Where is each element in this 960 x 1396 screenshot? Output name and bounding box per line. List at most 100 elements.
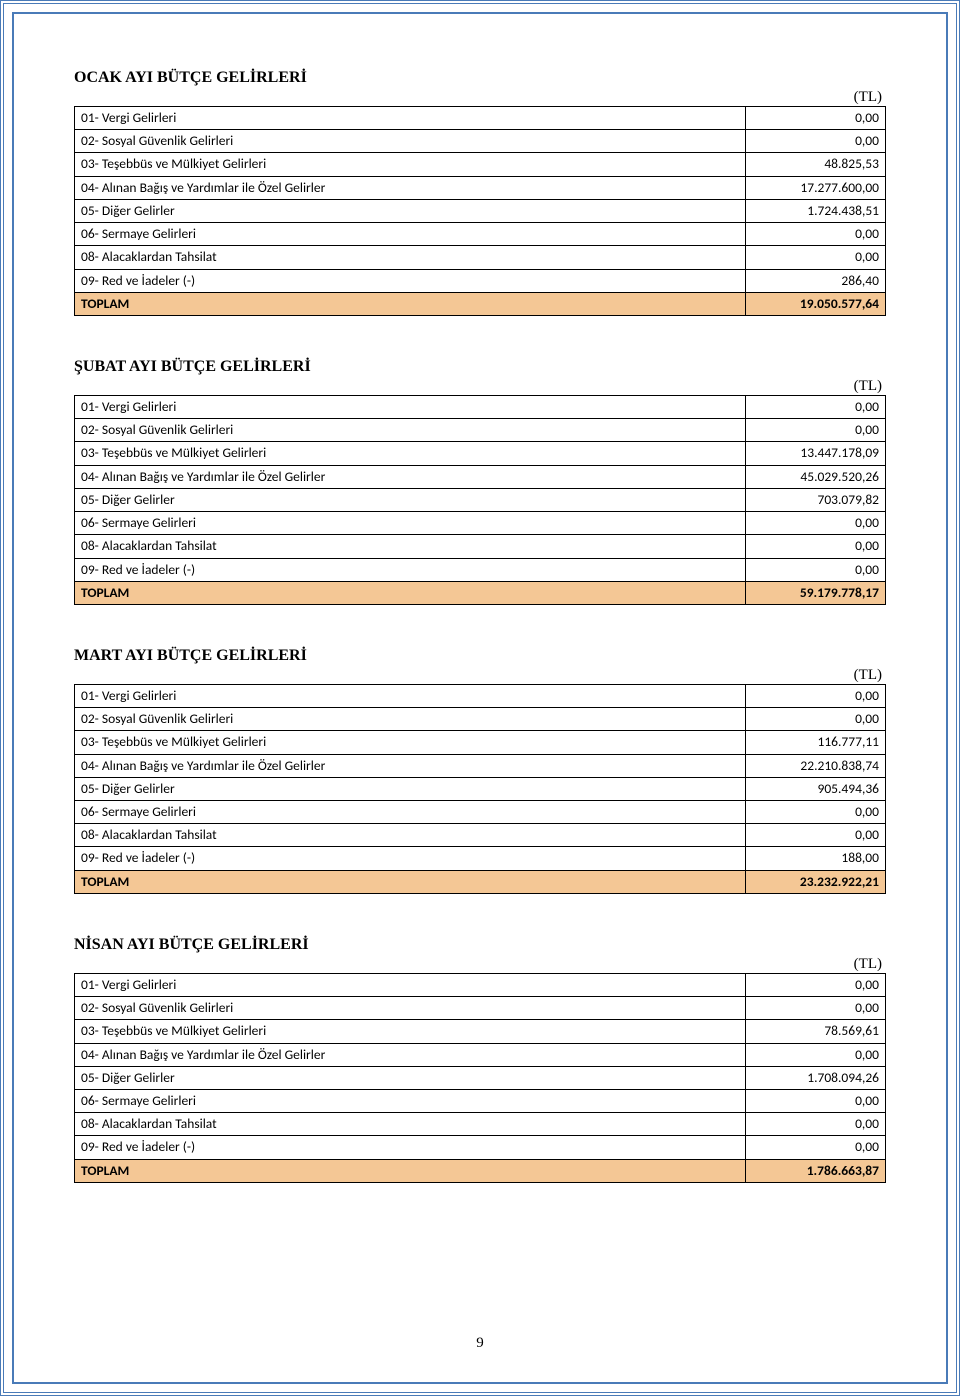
- row-label: 01- Vergi Gelirleri: [75, 684, 746, 707]
- row-label: 01- Vergi Gelirleri: [75, 395, 746, 418]
- table-total-row: TOPLAM23.232.922,21: [75, 870, 886, 893]
- row-value: 48.825,53: [746, 153, 886, 176]
- table-row: 01- Vergi Gelirleri0,00: [75, 973, 886, 996]
- row-value: 1.786.663,87: [746, 1159, 886, 1182]
- row-value: 59.179.778,17: [746, 581, 886, 604]
- row-label: 09- Red ve İadeler (-): [75, 558, 746, 581]
- table-row: 03- Teşebbüs ve Mülkiyet Gelirleri48.825…: [75, 153, 886, 176]
- row-value: 19.050.577,64: [746, 292, 886, 315]
- table-row: 05- Diğer Gelirler1.724.438,51: [75, 199, 886, 222]
- row-label: 02- Sosyal Güvenlik Gelirleri: [75, 708, 746, 731]
- row-value: 0,00: [746, 535, 886, 558]
- row-value: 1.724.438,51: [746, 199, 886, 222]
- row-value: 17.277.600,00: [746, 176, 886, 199]
- row-value: 1.708.094,26: [746, 1066, 886, 1089]
- page-frame-outer: OCAK AYI BÜTÇE GELİRLERİ (TL) 01- Vergi …: [0, 0, 960, 1396]
- table-row: 08- Alacaklardan Tahsilat0,00: [75, 824, 886, 847]
- budget-section-nisan: NİSAN AYI BÜTÇE GELİRLERİ (TL) 01- Vergi…: [74, 936, 886, 1183]
- table-row: 02- Sosyal Güvenlik Gelirleri0,00: [75, 708, 886, 731]
- row-label: 01- Vergi Gelirleri: [75, 973, 746, 996]
- row-label: 03- Teşebbüs ve Mülkiyet Gelirleri: [75, 731, 746, 754]
- table-total-row: TOPLAM59.179.778,17: [75, 581, 886, 604]
- table-row: 08- Alacaklardan Tahsilat0,00: [75, 535, 886, 558]
- row-value: 13.447.178,09: [746, 442, 886, 465]
- row-value: 0,00: [746, 973, 886, 996]
- row-value: 0,00: [746, 130, 886, 153]
- row-label: 06- Sermaye Gelirleri: [75, 801, 746, 824]
- budget-table: 01- Vergi Gelirleri 0,00 02- Sosyal Güven…: [74, 684, 886, 894]
- table-row: 08- Alacaklardan Tahsilat0,00: [75, 1113, 886, 1136]
- row-label: 08- Alacaklardan Tahsilat: [75, 246, 746, 269]
- row-label: 04- Alınan Bağış ve Yardımlar ile Özel G…: [75, 754, 746, 777]
- table-row: 06- Sermaye Gelirleri0,00: [75, 801, 886, 824]
- row-value: 23.232.922,21: [746, 870, 886, 893]
- row-label: TOPLAM: [75, 292, 746, 315]
- row-label: 04- Alınan Bağış ve Yardımlar ile Özel G…: [75, 176, 746, 199]
- row-label: 06- Sermaye Gelirleri: [75, 512, 746, 535]
- row-label: 03- Teşebbüs ve Mülkiyet Gelirleri: [75, 1020, 746, 1043]
- row-label: 03- Teşebbüs ve Mülkiyet Gelirleri: [75, 442, 746, 465]
- row-value: 0,00: [746, 107, 886, 130]
- section-title: OCAK AYI BÜTÇE GELİRLERİ: [74, 69, 886, 87]
- currency-label: (TL): [74, 956, 886, 973]
- budget-table: 01- Vergi Gelirleri0,00 02- Sosyal Güven…: [74, 395, 886, 605]
- row-value: 286,40: [746, 269, 886, 292]
- table-row: 08- Alacaklardan Tahsilat0,00: [75, 246, 886, 269]
- row-label: 08- Alacaklardan Tahsilat: [75, 535, 746, 558]
- budget-section-ocak: OCAK AYI BÜTÇE GELİRLERİ (TL) 01- Vergi …: [74, 69, 886, 316]
- table-row: 09- Red ve İadeler (-)0,00: [75, 1136, 886, 1159]
- row-value: 22.210.838,74: [746, 754, 886, 777]
- row-value: 78.569,61: [746, 1020, 886, 1043]
- row-label: 06- Sermaye Gelirleri: [75, 1090, 746, 1113]
- table-row: 05- Diğer Gelirler1.708.094,26: [75, 1066, 886, 1089]
- budget-table: 01- Vergi Gelirleri0,00 02- Sosyal Güven…: [74, 106, 886, 316]
- table-row: 04- Alınan Bağış ve Yardımlar ile Özel G…: [75, 754, 886, 777]
- row-label: 06- Sermaye Gelirleri: [75, 223, 746, 246]
- table-row: 05- Diğer Gelirler703.079,82: [75, 488, 886, 511]
- table-total-row: TOPLAM1.786.663,87: [75, 1159, 886, 1182]
- row-label: 02- Sosyal Güvenlik Gelirleri: [75, 997, 746, 1020]
- section-title: NİSAN AYI BÜTÇE GELİRLERİ: [74, 936, 886, 954]
- row-label: 05- Diğer Gelirler: [75, 199, 746, 222]
- row-value: 0,00: [746, 246, 886, 269]
- table-row: 06- Sermaye Gelirleri0,00: [75, 1090, 886, 1113]
- row-label: 01- Vergi Gelirleri: [75, 107, 746, 130]
- row-label: 03- Teşebbüs ve Mülkiyet Gelirleri: [75, 153, 746, 176]
- row-value: 703.079,82: [746, 488, 886, 511]
- table-row: 06- Sermaye Gelirleri0,00: [75, 512, 886, 535]
- row-value: 0,00: [746, 223, 886, 246]
- row-value: 0,00: [746, 1043, 886, 1066]
- table-row: 09- Red ve İadeler (-)188,00: [75, 847, 886, 870]
- row-label: TOPLAM: [75, 1159, 746, 1182]
- row-label: TOPLAM: [75, 870, 746, 893]
- table-row: 02- Sosyal Güvenlik Gelirleri0,00: [75, 130, 886, 153]
- table-row: 01- Vergi Gelirleri0,00: [75, 395, 886, 418]
- row-label: 05- Diğer Gelirler: [75, 488, 746, 511]
- table-row: 03- Teşebbüs ve Mülkiyet Gelirleri116.77…: [75, 731, 886, 754]
- row-value: 905.494,36: [746, 777, 886, 800]
- currency-label: (TL): [74, 378, 886, 395]
- row-label: 04- Alınan Bağış ve Yardımlar ile Özel G…: [75, 1043, 746, 1066]
- row-label: 08- Alacaklardan Tahsilat: [75, 1113, 746, 1136]
- row-value: 0,00: [746, 512, 886, 535]
- row-value: 0,00: [746, 997, 886, 1020]
- row-value: 0,00: [746, 801, 886, 824]
- currency-label: (TL): [74, 667, 886, 684]
- row-label: 08- Alacaklardan Tahsilat: [75, 824, 746, 847]
- row-value: 0,00: [746, 1090, 886, 1113]
- table-row: 05- Diğer Gelirler905.494,36: [75, 777, 886, 800]
- row-value: 45.029.520,26: [746, 465, 886, 488]
- table-row: 04- Alınan Bağış ve Yardımlar ile Özel G…: [75, 1043, 886, 1066]
- page-number: 9: [74, 1335, 886, 1352]
- budget-table: 01- Vergi Gelirleri0,00 02- Sosyal Güven…: [74, 973, 886, 1183]
- table-row: 04- Alınan Bağış ve Yardımlar ile Özel G…: [75, 465, 886, 488]
- row-label: 02- Sosyal Güvenlik Gelirleri: [75, 419, 746, 442]
- table-row: 03- Teşebbüs ve Mülkiyet Gelirleri13.447…: [75, 442, 886, 465]
- table-total-row: TOPLAM19.050.577,64: [75, 292, 886, 315]
- row-value: 0,00: [746, 1113, 886, 1136]
- row-label: TOPLAM: [75, 581, 746, 604]
- row-label: 04- Alınan Bağış ve Yardımlar ile Özel G…: [75, 465, 746, 488]
- row-value: 0,00: [746, 395, 886, 418]
- page-frame-inner: OCAK AYI BÜTÇE GELİRLERİ (TL) 01- Vergi …: [12, 12, 948, 1384]
- table-row: 02- Sosyal Güvenlik Gelirleri0,00: [75, 997, 886, 1020]
